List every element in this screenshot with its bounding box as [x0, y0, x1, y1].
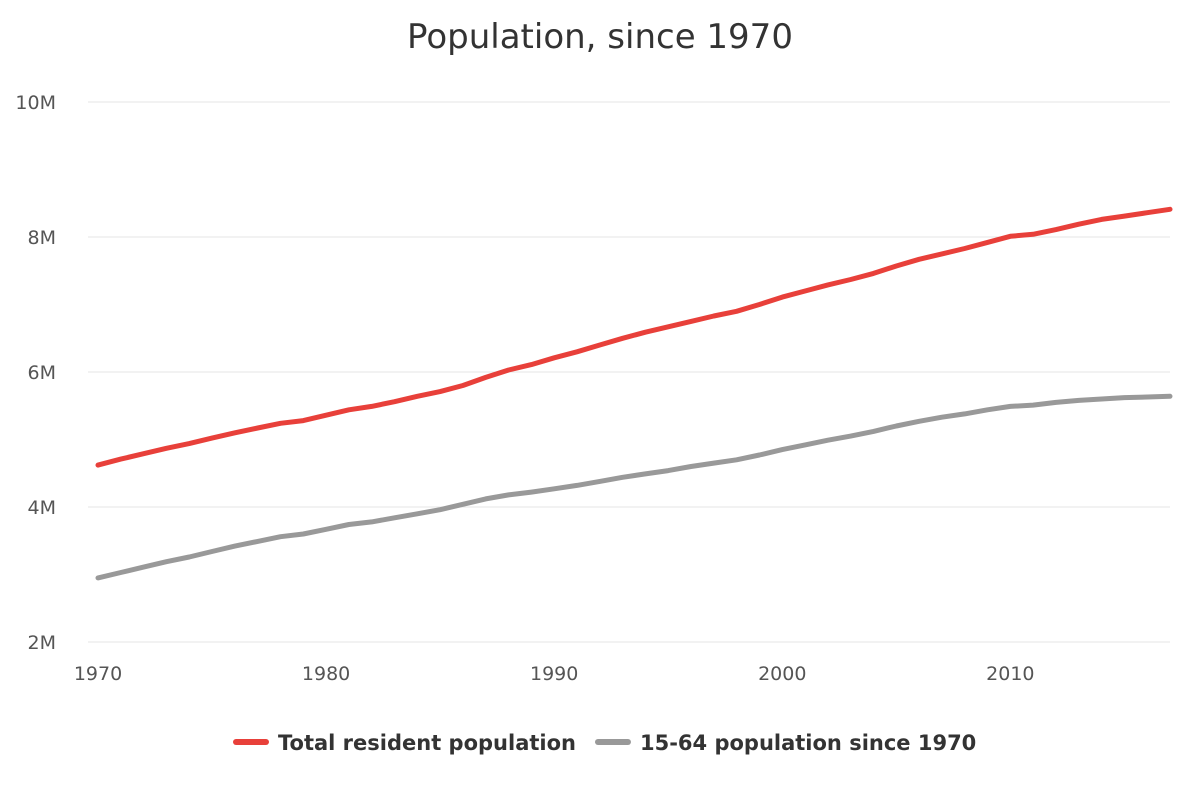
x-tick-label: 2000: [758, 663, 806, 685]
series-line-2: [95, 393, 1173, 581]
x-tick-label: 2010: [986, 663, 1034, 685]
y-tick-label: 2M: [28, 632, 56, 654]
series-line-1: [95, 206, 1173, 468]
series-layer: [95, 206, 1173, 581]
grid: [88, 101, 1170, 643]
chart-title: Population, since 1970: [407, 17, 793, 57]
y-tick-label: 8M: [28, 227, 56, 249]
x-tick-label: 1990: [530, 663, 578, 685]
legend-label-1[interactable]: Total resident population: [278, 731, 576, 755]
legend: Total resident population 15-64 populatio…: [233, 731, 976, 755]
x-tick-label: 1970: [74, 663, 122, 685]
legend-label-2[interactable]: 15-64 population since 1970: [640, 731, 976, 755]
y-tick-label: 4M: [28, 497, 56, 519]
y-tick-label: 10M: [15, 92, 56, 114]
x-tick-label: 1980: [302, 663, 350, 685]
y-tick-label: 6M: [28, 362, 56, 384]
y-axis: 2M 4M 6M 8M 10M: [15, 92, 56, 654]
x-axis: 1970 1980 1990 2000 2010: [74, 663, 1035, 685]
